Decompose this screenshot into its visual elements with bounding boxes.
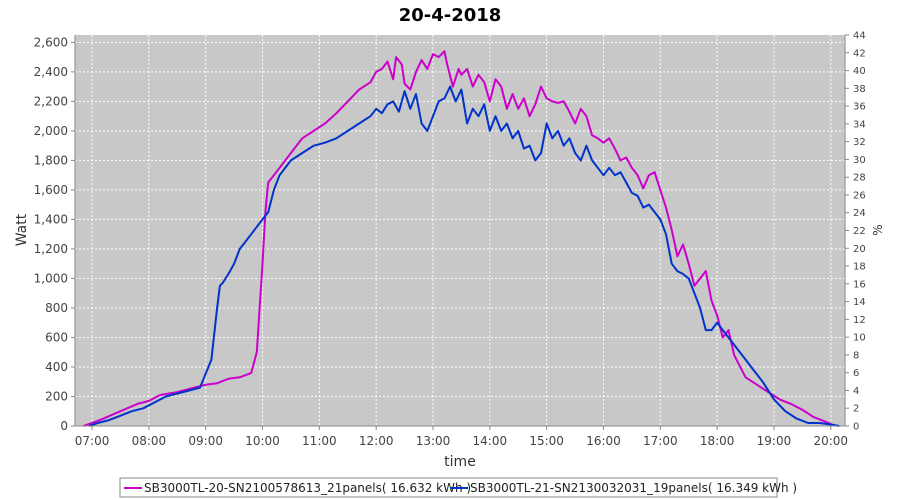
x-tick-label-0: 07:00 xyxy=(75,434,110,448)
series-line-1 xyxy=(83,50,834,427)
y2-tick-label-7: 14 xyxy=(853,297,866,308)
y2-tick-label-16: 32 xyxy=(853,137,866,148)
y2-tick-label-19: 38 xyxy=(853,84,866,95)
x-tick-label-11: 18:00 xyxy=(700,434,735,448)
x-tick-label-6: 13:00 xyxy=(416,434,451,448)
x-tick-label-9: 16:00 xyxy=(586,434,621,448)
legend-box xyxy=(119,477,778,498)
x-tick-label-8: 15:00 xyxy=(529,434,564,448)
y2-tick-label-9: 18 xyxy=(853,262,866,273)
legend: SB3000TL-20-SN2100578613_21panels( 16.63… xyxy=(119,477,797,498)
y2-tick-label-13: 26 xyxy=(853,190,866,201)
y-tick-label-0: 0 xyxy=(60,419,68,433)
legend-entry-2: SB3000TL-21-SN2130032031_19panels( 16.34… xyxy=(470,481,797,495)
x-axis-label: time xyxy=(444,454,476,470)
series-line-2 xyxy=(88,85,840,427)
y2-tick-label-6: 12 xyxy=(853,315,866,326)
y2-tick-label-4: 8 xyxy=(853,350,859,361)
x-tick-label-4: 11:00 xyxy=(302,434,337,448)
y-tick-label-13: 2,600 xyxy=(34,35,68,49)
x-tick-label-7: 14:00 xyxy=(473,434,508,448)
x-tick-label-2: 09:00 xyxy=(188,434,223,448)
x-tick-label-1: 08:00 xyxy=(132,434,167,448)
y-tick-label-8: 1,600 xyxy=(34,183,68,197)
y2-tick-label-8: 16 xyxy=(853,279,866,290)
y-tick-label-6: 1,200 xyxy=(34,242,68,256)
legend-entry-1: SB3000TL-20-SN2100578613_21panels( 16.63… xyxy=(144,481,471,495)
y2-tick-label-10: 20 xyxy=(853,244,866,255)
y2-tick-label-17: 34 xyxy=(853,119,866,130)
x-tick-label-13: 20:00 xyxy=(813,434,848,448)
y-tick-label-7: 1,400 xyxy=(34,212,68,226)
x-tick-label-3: 10:00 xyxy=(245,434,280,448)
y-tick-label-1: 200 xyxy=(45,389,68,403)
y-tick-label-3: 600 xyxy=(45,330,68,344)
y-axis-label: Watt xyxy=(14,213,30,246)
x-tick-label-5: 12:00 xyxy=(359,434,394,448)
y-tick-label-4: 800 xyxy=(45,301,68,315)
y2-tick-label-12: 24 xyxy=(853,208,866,219)
y2-tick-label-14: 28 xyxy=(853,173,866,184)
axes: 07:00 08:00 09:00 10:00 11:00 12:00 13:00 14:00… xyxy=(34,31,866,449)
series-group xyxy=(83,50,840,427)
y-tick-label-5: 1,000 xyxy=(34,271,68,285)
y2-tick-label-2: 4 xyxy=(853,386,859,397)
y-tick-label-11: 2,200 xyxy=(34,94,68,108)
y2-axis-label: % xyxy=(871,224,885,235)
y2-tick-label-5: 10 xyxy=(853,333,866,344)
y-tick-label-10: 2,000 xyxy=(34,124,68,138)
y-tick-label-9: 1,800 xyxy=(34,153,68,167)
y2-tick-label-22: 44 xyxy=(853,31,866,42)
y-tick-label-12: 2,400 xyxy=(34,65,68,79)
y2-tick-label-3: 6 xyxy=(853,368,859,379)
y2-tick-label-11: 22 xyxy=(853,226,866,237)
chart-title: 20-4-2018 xyxy=(399,5,502,26)
y-tick-label-2: 400 xyxy=(45,360,68,374)
y2-tick-label-20: 40 xyxy=(853,66,866,77)
y2-tick-label-18: 36 xyxy=(853,102,866,113)
y2-tick-label-0: 0 xyxy=(853,422,859,433)
x-tick-label-12: 19:00 xyxy=(757,434,792,448)
y2-tick-label-1: 2 xyxy=(853,404,859,415)
y2-tick-label-21: 42 xyxy=(853,48,866,59)
x-tick-label-10: 17:00 xyxy=(643,434,678,448)
y2-tick-label-15: 30 xyxy=(853,155,866,166)
